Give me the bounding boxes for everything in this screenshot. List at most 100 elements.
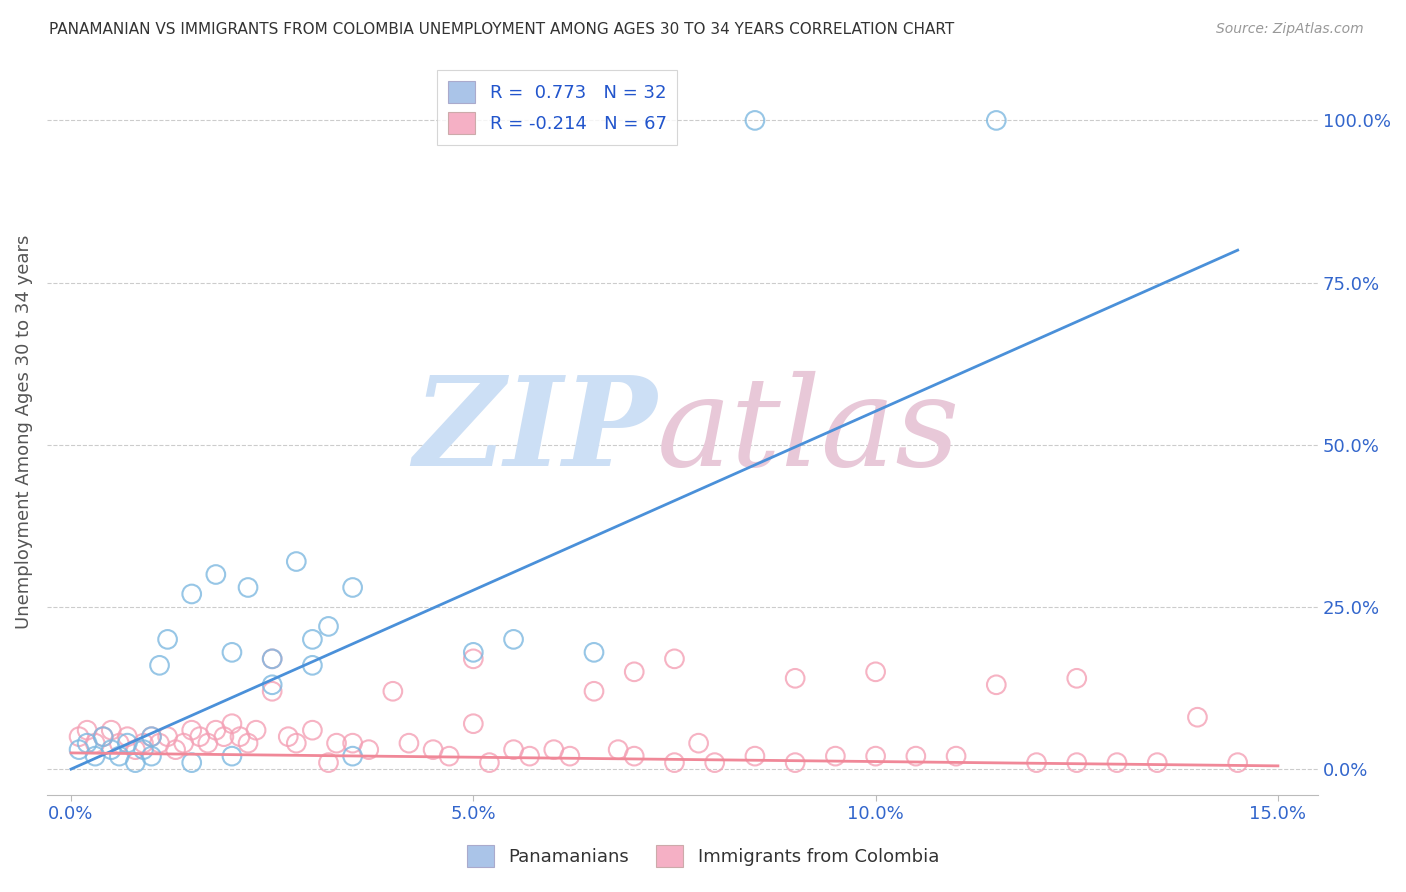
Point [141, 730, 163, 744]
Point [945, 749, 967, 764]
Point [463, 652, 485, 666]
Point [301, 723, 323, 738]
Point [744, 749, 766, 764]
Text: atlas: atlas [657, 371, 960, 492]
Point [100, 742, 122, 756]
Point [986, 113, 1008, 128]
Point [623, 749, 645, 764]
Point [904, 749, 927, 764]
Point [381, 684, 404, 698]
Point [437, 749, 460, 764]
Point [76, 736, 98, 750]
Point [148, 658, 170, 673]
Point [744, 113, 766, 128]
Point [502, 632, 524, 647]
Point [84, 749, 107, 764]
Point [221, 749, 243, 764]
Point [132, 736, 155, 750]
Point [67, 730, 90, 744]
Point [212, 730, 235, 744]
Point [664, 756, 686, 770]
Point [301, 658, 323, 673]
Point [463, 645, 485, 659]
Point [132, 742, 155, 756]
Point [1226, 756, 1249, 770]
Point [277, 730, 299, 744]
Point [357, 742, 380, 756]
Point [188, 730, 211, 744]
Point [84, 736, 107, 750]
Point [543, 742, 565, 756]
Point [1025, 756, 1047, 770]
Point [478, 756, 501, 770]
Point [236, 581, 259, 595]
Point [262, 678, 284, 692]
Point [664, 652, 686, 666]
Point [623, 665, 645, 679]
Point [865, 665, 887, 679]
Point [824, 749, 846, 764]
Text: Source: ZipAtlas.com: Source: ZipAtlas.com [1216, 22, 1364, 37]
Point [463, 716, 485, 731]
Y-axis label: Unemployment Among Ages 30 to 34 years: Unemployment Among Ages 30 to 34 years [15, 235, 32, 629]
Point [325, 736, 347, 750]
Point [205, 567, 228, 582]
Point [91, 730, 114, 744]
Point [141, 730, 163, 744]
Point [91, 730, 114, 744]
Point [180, 756, 202, 770]
Point [703, 756, 725, 770]
Point [582, 684, 605, 698]
Point [229, 730, 252, 744]
Point [236, 736, 259, 750]
Point [108, 749, 131, 764]
Point [318, 619, 340, 633]
Point [148, 736, 170, 750]
Point [688, 736, 710, 750]
Point [262, 684, 284, 698]
Text: PANAMANIAN VS IMMIGRANTS FROM COLOMBIA UNEMPLOYMENT AMONG AGES 30 TO 34 YEARS CO: PANAMANIAN VS IMMIGRANTS FROM COLOMBIA U… [49, 22, 955, 37]
Point [422, 742, 444, 756]
Point [1066, 756, 1088, 770]
Point [156, 632, 179, 647]
Point [156, 730, 179, 744]
Legend: Panamanians, Immigrants from Colombia: Panamanians, Immigrants from Colombia [460, 838, 946, 874]
Point [262, 652, 284, 666]
Point [519, 749, 541, 764]
Point [986, 678, 1008, 692]
Point [582, 645, 605, 659]
Point [1105, 756, 1128, 770]
Point [76, 723, 98, 738]
Point [221, 645, 243, 659]
Point [342, 581, 364, 595]
Point [124, 756, 146, 770]
Point [100, 723, 122, 738]
Point [607, 742, 630, 756]
Point [1066, 671, 1088, 685]
Point [117, 736, 139, 750]
Point [205, 723, 228, 738]
Point [245, 723, 267, 738]
Point [117, 730, 139, 744]
Legend: R =  0.773   N = 32, R = -0.214   N = 67: R = 0.773 N = 32, R = -0.214 N = 67 [437, 70, 678, 145]
Point [785, 671, 807, 685]
Point [1146, 756, 1168, 770]
Point [285, 555, 308, 569]
Point [398, 736, 420, 750]
Point [173, 736, 195, 750]
Point [285, 736, 308, 750]
Point [1187, 710, 1209, 724]
Point [141, 749, 163, 764]
Point [124, 742, 146, 756]
Point [558, 749, 581, 764]
Point [165, 742, 187, 756]
Point [262, 652, 284, 666]
Text: ZIP: ZIP [413, 371, 657, 492]
Point [221, 716, 243, 731]
Point [865, 749, 887, 764]
Point [785, 756, 807, 770]
Point [180, 723, 202, 738]
Point [301, 632, 323, 647]
Point [67, 742, 90, 756]
Point [318, 756, 340, 770]
